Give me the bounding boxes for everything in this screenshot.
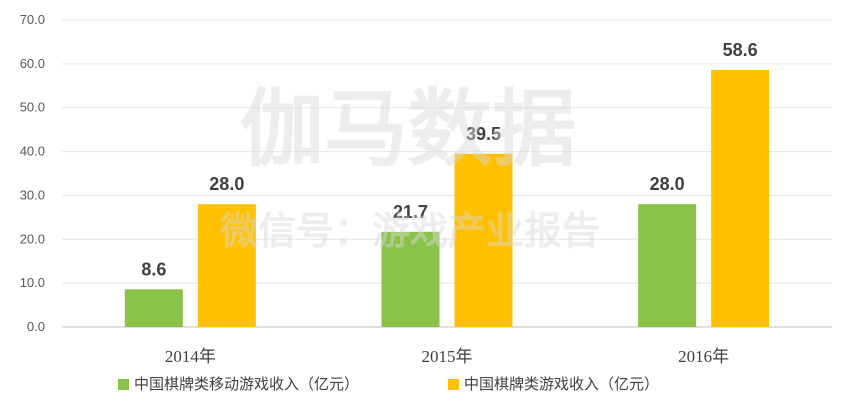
watermark-sub-text: 微信号：游戏产业报告: [219, 209, 600, 253]
y-tick-label: 40.0: [20, 144, 45, 159]
watermark-main-text: 伽马数据: [240, 80, 576, 178]
y-tick-label: 70.0: [20, 12, 45, 27]
data-label: 28.0: [209, 174, 244, 194]
bar: [454, 153, 513, 327]
legend: 中国棋牌类移动游戏收入（亿元） 中国棋牌类游戏收入（亿元）: [118, 375, 659, 393]
y-tick-label: 50.0: [20, 100, 45, 115]
y-tick-label: 30.0: [20, 187, 45, 202]
x-axis: 2014年 2015年 2016年: [165, 347, 729, 366]
legend-label: 中国棋牌类游戏收入（亿元）: [464, 375, 659, 393]
data-label: 28.0: [650, 174, 685, 194]
x-tick-label: 2016年: [678, 347, 729, 366]
y-tick-label: 20.0: [20, 231, 45, 246]
data-label: 21.7: [393, 202, 428, 222]
bars: [124, 69, 770, 328]
data-label: 58.6: [723, 40, 758, 60]
watermark: 伽马数据 微信号：游戏产业报告: [219, 80, 600, 253]
legend-swatch: [118, 379, 129, 390]
legend-swatch: [448, 379, 459, 390]
bar: [711, 69, 770, 328]
bar: [124, 289, 183, 327]
y-tick-label: 0.0: [27, 319, 45, 334]
y-tick-label: 10.0: [20, 275, 45, 290]
bar: [197, 204, 256, 327]
x-tick-label: 2014年: [165, 347, 216, 366]
bar: [381, 231, 440, 327]
data-label: 39.5: [466, 124, 501, 144]
data-labels: 8.6 28.0 21.7 39.5 28.0 58.6: [141, 40, 757, 279]
data-label: 8.6: [141, 259, 166, 279]
bar: [638, 204, 697, 327]
y-tick-label: 60.0: [20, 56, 45, 71]
y-axis: 0.0 10.0 20.0 30.0 40.0 50.0 60.0 70.0: [20, 12, 45, 334]
x-tick-label: 2015年: [422, 347, 473, 366]
legend-label: 中国棋牌类移动游戏收入（亿元）: [134, 375, 359, 393]
gridlines: [62, 19, 832, 328]
